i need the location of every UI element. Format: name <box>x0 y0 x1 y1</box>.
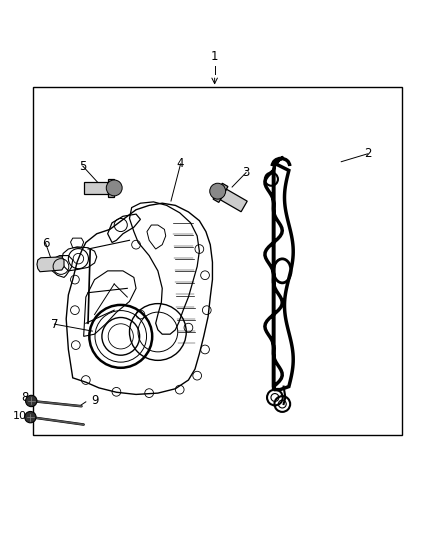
Polygon shape <box>108 179 114 197</box>
Text: 5: 5 <box>79 159 86 173</box>
Text: 2: 2 <box>364 147 371 160</box>
Text: 6: 6 <box>42 237 49 250</box>
Circle shape <box>106 180 122 196</box>
Polygon shape <box>37 257 64 272</box>
Polygon shape <box>213 183 228 203</box>
Polygon shape <box>220 189 247 212</box>
Circle shape <box>25 395 37 407</box>
Text: 10: 10 <box>13 411 27 421</box>
Bar <box>33 87 403 434</box>
Text: 3: 3 <box>242 166 250 179</box>
Text: 9: 9 <box>91 394 98 407</box>
Text: 1: 1 <box>211 51 219 63</box>
Text: 8: 8 <box>21 391 28 404</box>
Polygon shape <box>84 182 108 194</box>
Circle shape <box>210 183 226 199</box>
Text: 7: 7 <box>51 318 58 330</box>
Text: 4: 4 <box>177 157 184 171</box>
Circle shape <box>25 411 36 423</box>
